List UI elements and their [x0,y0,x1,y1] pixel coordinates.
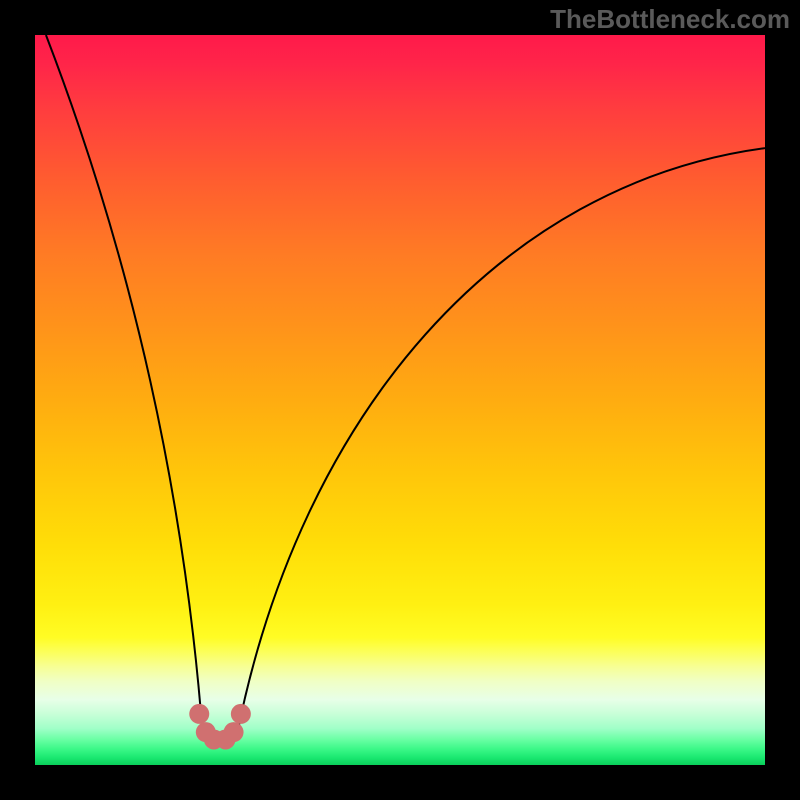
marker-dot [224,722,244,742]
marker-dot [231,704,251,724]
watermark-text: TheBottleneck.com [550,4,790,35]
gradient-background [35,35,765,765]
figure-container: TheBottleneck.com [0,0,800,800]
plot-area [35,35,765,765]
marker-dot [189,704,209,724]
